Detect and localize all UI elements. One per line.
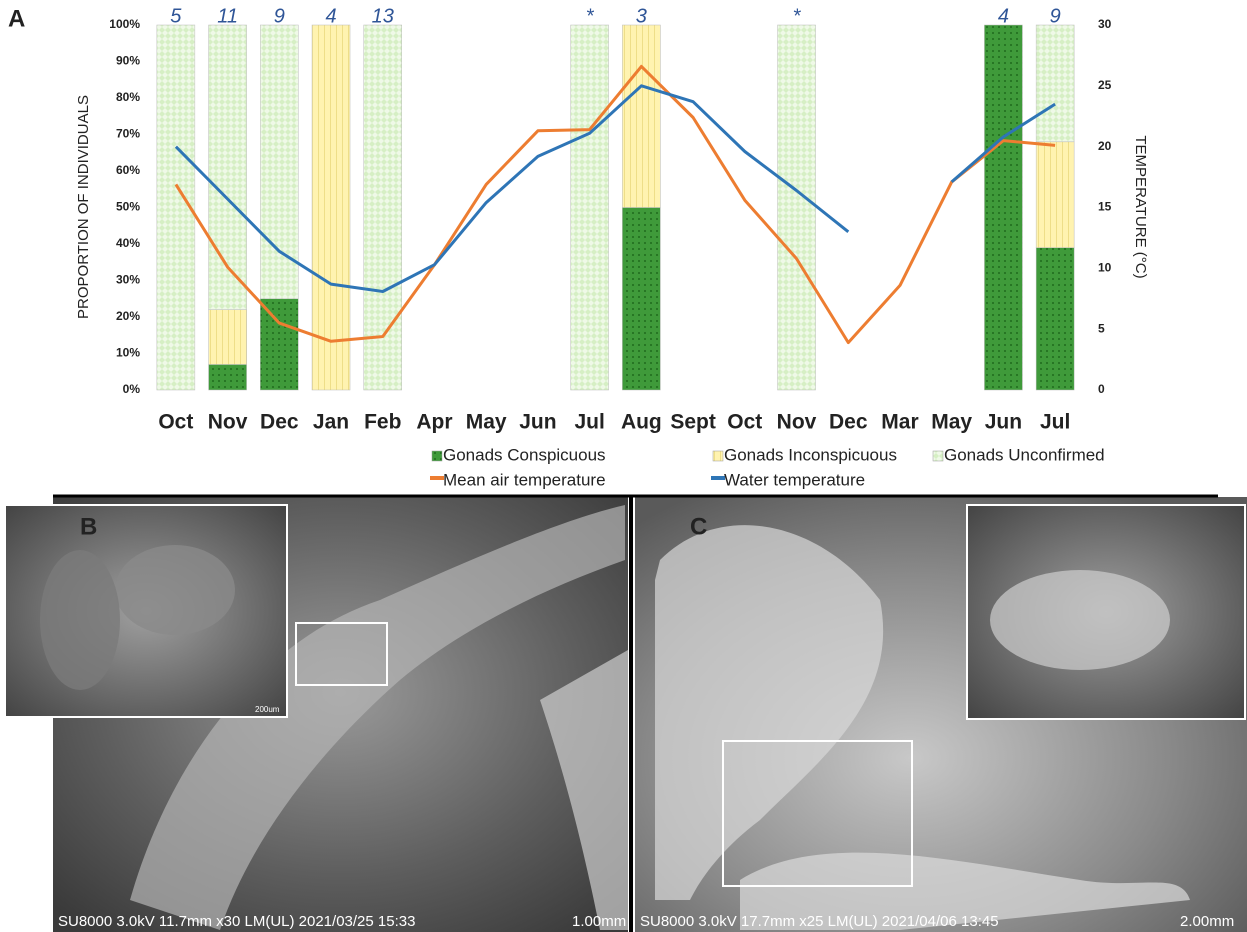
line-series xyxy=(176,86,1055,292)
x-tick-label: Oct xyxy=(727,411,762,434)
y2-tick-label: 10 xyxy=(1098,261,1112,275)
x-tick-label: May xyxy=(931,411,972,434)
inset-scale: 200um xyxy=(255,705,280,714)
y-tick-label: 40% xyxy=(116,236,140,250)
panel-b: 200um B SU8000 3.0kV 11.7mm x30 LM(UL) 2… xyxy=(5,497,628,932)
y-tick-label: 20% xyxy=(116,309,140,323)
sample-size: 11 xyxy=(217,5,238,27)
x-tick-label: Aug xyxy=(621,411,662,434)
legend-label: Gonads Inconspicuous xyxy=(724,445,897,464)
x-tick-label: Jun xyxy=(519,411,556,434)
bar-segment xyxy=(260,299,298,390)
y2-tick-label: 0 xyxy=(1098,382,1105,396)
x-tick-label: Oct xyxy=(158,411,193,434)
x-tick-label: Feb xyxy=(364,411,401,434)
y-axis-title: PROPORTION OF INDIVIDUALS xyxy=(75,95,92,319)
bar-segment xyxy=(571,25,609,390)
y-tick-label: 70% xyxy=(116,127,140,141)
bar-segment xyxy=(1036,25,1074,142)
y-tick-label: 60% xyxy=(116,163,140,177)
y2-tick-label: 30 xyxy=(1098,17,1112,31)
y2-tick-label: 20 xyxy=(1098,139,1112,153)
sample-size: 4 xyxy=(998,5,1009,27)
legend-label: Gonads Unconfirmed xyxy=(944,445,1105,464)
x-tick-label: Dec xyxy=(260,411,299,434)
bar-segment xyxy=(984,25,1022,390)
sample-size: 4 xyxy=(325,5,336,27)
x-tick-label: May xyxy=(466,411,507,434)
sample-size: * xyxy=(793,5,802,27)
legend-label: Gonads Conspicuous xyxy=(443,445,606,464)
legend-swatch xyxy=(432,451,442,461)
y-tick-label: 30% xyxy=(116,273,140,287)
x-tick-label: Nov xyxy=(208,411,248,434)
specimen xyxy=(990,570,1170,670)
bar-segment xyxy=(622,25,660,208)
x-tick-label: Mar xyxy=(881,411,918,434)
legend-label: Mean air temperature xyxy=(443,470,606,489)
panel-c: C SU8000 3.0kV 17.7mm x25 LM(UL) 2021/04… xyxy=(635,497,1247,932)
sem-caption: SU8000 3.0kV 17.7mm x25 LM(UL) 2021/04/0… xyxy=(640,913,999,930)
x-tick-label: Nov xyxy=(777,411,817,434)
y-tick-label: 50% xyxy=(116,200,140,214)
y2-tick-label: 5 xyxy=(1098,321,1105,335)
sample-size: 9 xyxy=(1050,5,1061,27)
y-tick-label: 10% xyxy=(116,346,140,360)
specimen xyxy=(40,550,120,690)
sem-caption: SU8000 3.0kV 11.7mm x30 LM(UL) 2021/03/2… xyxy=(58,913,415,930)
bar-segment xyxy=(1036,142,1074,248)
x-tick-label: Jul xyxy=(574,411,604,434)
y-tick-label: 100% xyxy=(109,17,140,31)
y-tick-label: 0% xyxy=(123,382,141,396)
bar-segment xyxy=(778,25,816,390)
panel-label: C xyxy=(690,513,707,540)
scale-label: 2.00mm xyxy=(1180,913,1234,930)
y2-axis-title: TEMPERATURE (°C) xyxy=(1132,135,1149,278)
sample-size: * xyxy=(586,5,595,27)
legend-swatch xyxy=(933,451,943,461)
scale-label: 1.00mm xyxy=(572,913,626,930)
panel-label: B xyxy=(80,513,97,540)
x-tick-label: Jun xyxy=(985,411,1022,434)
legend-label: Water temperature xyxy=(724,470,865,489)
y-tick-label: 80% xyxy=(116,90,140,104)
bar-segment xyxy=(260,25,298,299)
panel-label: A xyxy=(8,5,25,32)
y-tick-label: 90% xyxy=(116,54,140,68)
sample-size: 5 xyxy=(170,5,182,27)
sample-size: 13 xyxy=(372,5,394,27)
bar-segment xyxy=(209,310,247,365)
page: {"chart_data": {"type": "bar", "panel_la… xyxy=(0,0,1247,932)
y2-tick-label: 15 xyxy=(1098,200,1112,214)
x-tick-label: Jan xyxy=(313,411,349,434)
legend-swatch xyxy=(713,451,723,461)
bar-segment xyxy=(209,364,247,390)
sample-size: 9 xyxy=(274,5,285,27)
sample-size: 3 xyxy=(636,5,647,27)
specimen xyxy=(115,545,235,635)
x-tick-label: Sept xyxy=(670,411,716,434)
x-tick-label: Jul xyxy=(1040,411,1070,434)
figure: A PROPORTION OF INDIVIDUALS TEMPERATURE … xyxy=(0,0,1247,932)
x-tick-label: Apr xyxy=(416,411,452,434)
y2-tick-label: 25 xyxy=(1098,78,1112,92)
bar-segment xyxy=(622,208,660,391)
x-tick-label: Dec xyxy=(829,411,868,434)
bar-segment xyxy=(1036,248,1074,390)
